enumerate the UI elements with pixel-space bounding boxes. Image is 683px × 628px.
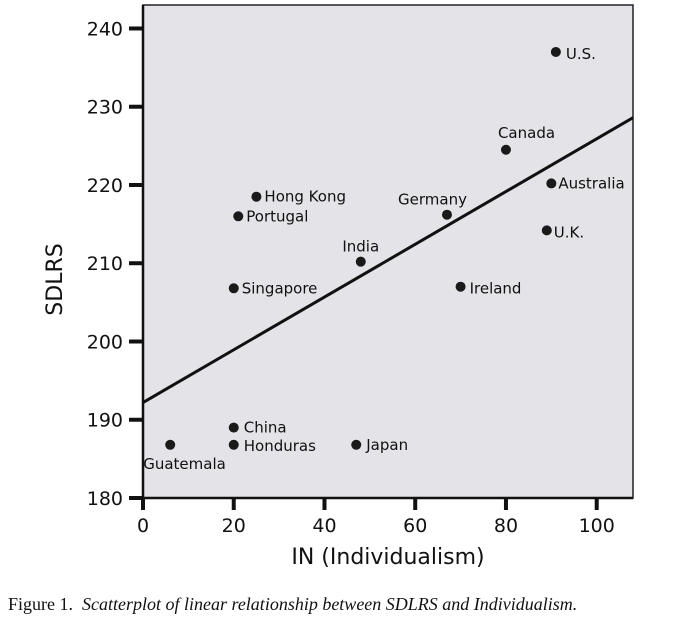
x-tick-label: 20 [222,515,246,537]
data-point [455,281,466,292]
figure-caption: Figure 1. Scatterplot of linear relation… [8,594,577,615]
x-tick-label: 80 [494,515,518,537]
x-tick-label: 60 [403,515,427,537]
data-point [351,439,362,450]
data-point-label: Singapore [242,279,318,297]
data-point-label: Canada [498,124,555,142]
data-point [233,211,244,222]
regression-line [142,116,634,404]
data-point [500,144,511,155]
y-axis-label: SDLRS [43,243,68,315]
data-point-label: U.S. [566,45,596,63]
y-tick-label: 230 [87,97,123,119]
data-point [546,178,557,189]
data-point-label: Japan [365,436,408,454]
data-point-label: Hong Kong [264,188,346,206]
data-point [228,283,239,294]
y-tick-label: 210 [87,253,123,275]
data-point [228,439,239,450]
data-point [251,191,262,202]
data-point-label: Germany [398,191,467,209]
data-point-label: Guatemala [143,455,226,473]
data-point [165,439,176,450]
y-tick-label: 200 [87,331,123,353]
data-point [355,256,366,267]
x-tick-label: 0 [137,515,149,537]
scatterplot-chart: 180 190 200 210 220 230 240 0 20 40 60 80 100 U.S. Ca… [43,4,634,570]
x-tick-label: 100 [579,515,615,537]
data-point [441,209,452,220]
x-tick-label: 40 [312,515,336,537]
data-point-label: China [244,419,287,437]
data-point-label: Portugal [246,207,308,225]
y-tick-label: 190 [87,410,123,432]
data-point [550,46,561,57]
data-point-label: India [342,238,379,256]
data-point-label: U.K. [554,223,584,241]
figure-caption-prefix: Figure 1. [8,594,73,614]
plot-area [142,4,634,499]
data-point-label: Ireland [470,280,522,298]
data-point [541,225,552,236]
data-point-label: Honduras [244,437,316,455]
y-tick-label: 240 [87,18,123,40]
y-tick-label: 180 [87,488,123,510]
data-point [228,422,239,433]
y-tick-label: 220 [87,175,123,197]
data-point-label: Australia [558,174,624,192]
x-axis-label: IN (Individualism) [291,545,484,570]
figure-caption-text: Scatterplot of linear relationship betwe… [82,594,578,614]
